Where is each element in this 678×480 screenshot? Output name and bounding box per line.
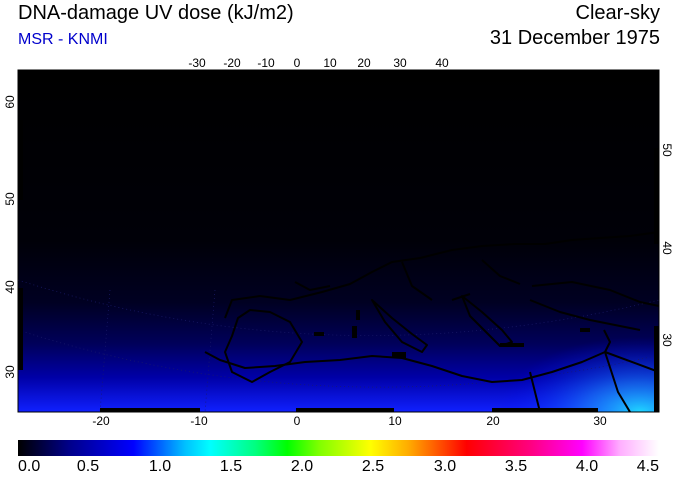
color-scale-bar (18, 440, 659, 456)
bottom-lon-label: -20 (92, 414, 110, 428)
left-latitude-ticks (18, 120, 23, 370)
left-lat-label: 40 (3, 280, 17, 294)
source-label: MSR - KNMI (18, 31, 108, 48)
scale-tick-label: 4.5 (636, 458, 659, 475)
top-lon-label: -30 (188, 56, 206, 70)
bottom-lon-label: 30 (593, 414, 607, 428)
bottom-lon-label: 20 (486, 414, 500, 428)
bottom-lon-label: 0 (294, 414, 301, 428)
right-latitude-ticks (654, 148, 659, 412)
coastlines (204, 231, 660, 413)
top-lon-label: -20 (223, 56, 241, 70)
graticule (17, 279, 660, 413)
scale-tick-label: 4.0 (575, 458, 599, 475)
scale-tick-label: 2.5 (361, 458, 385, 475)
bottom-lon-label: 10 (388, 414, 402, 428)
left-lat-label: 30 (3, 365, 17, 379)
scale-tick-label: 2.0 (290, 458, 314, 475)
left-lat-label: 60 (3, 95, 17, 109)
right-lat-label: 50 (660, 143, 674, 157)
map-field-bright-corner (18, 70, 659, 412)
top-lon-label: 40 (435, 56, 449, 70)
top-lon-label: 0 (294, 56, 301, 70)
bottom-lon-label: -10 (190, 414, 208, 428)
top-longitude-ticks (192, 70, 436, 75)
bottom-longitude-ticks (100, 408, 598, 412)
top-lon-label: -10 (257, 56, 275, 70)
top-lon-label: 10 (323, 56, 337, 70)
sky-condition-label: Clear-sky (575, 2, 660, 24)
right-lat-label: 40 (660, 241, 674, 255)
scale-tick-label: 0.5 (76, 458, 100, 475)
top-lon-label: 30 (393, 56, 407, 70)
right-lat-label: 30 (660, 333, 674, 347)
scale-tick-label: 1.5 (219, 458, 243, 475)
top-lon-label: 20 (357, 56, 371, 70)
left-lat-label: 50 (3, 192, 17, 206)
islands (314, 310, 590, 358)
scale-tick-label: 1.0 (148, 458, 172, 475)
scale-tick-label: 3.5 (504, 458, 528, 475)
scale-tick-label: 3.0 (433, 458, 457, 475)
map-title: DNA-damage UV dose (kJ/m2) (18, 2, 294, 24)
scale-tick-label: 0.0 (18, 458, 41, 475)
date-label: 31 December 1975 (489, 27, 660, 49)
